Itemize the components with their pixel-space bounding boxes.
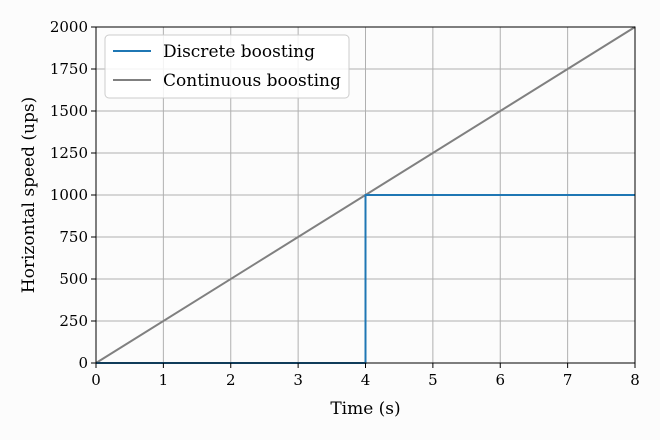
y-axis-label: Horizontal speed (ups) <box>19 97 39 293</box>
x-tick-label: 7 <box>563 371 573 389</box>
x-tick-label: 5 <box>428 371 438 389</box>
legend: Discrete boosting Continuous boosting <box>104 34 350 99</box>
y-tick-label: 1000 <box>50 186 88 204</box>
legend-label: Discrete boosting <box>163 42 315 62</box>
y-tick-label: 2000 <box>50 18 88 36</box>
legend-label: Continuous boosting <box>163 71 341 91</box>
x-tick-label: 6 <box>495 371 505 389</box>
axis-ticks: 0 1 2 3 4 5 6 7 8 0 250 500 750 1000 1250 1500 1750 2000 <box>50 18 640 389</box>
y-tick-label: 500 <box>59 270 88 288</box>
y-tick-label: 1250 <box>50 144 88 162</box>
x-tick-label: 4 <box>361 371 371 389</box>
y-tick-label: 750 <box>59 228 88 246</box>
y-tick-label: 0 <box>78 354 88 372</box>
x-tick-label: 0 <box>91 371 101 389</box>
x-tick-label: 8 <box>630 371 640 389</box>
x-tick-label: 1 <box>159 371 169 389</box>
y-tick-label: 1750 <box>50 60 88 78</box>
y-tick-label: 250 <box>59 312 88 330</box>
x-tick-label: 2 <box>226 371 236 389</box>
x-tick-label: 3 <box>293 371 303 389</box>
y-tick-label: 1500 <box>50 102 88 120</box>
x-axis-label: Time (s) <box>330 399 400 419</box>
legend-box <box>104 34 350 99</box>
